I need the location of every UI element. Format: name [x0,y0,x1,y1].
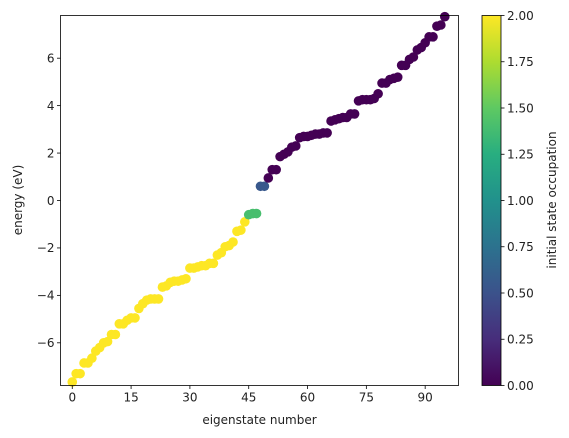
colorbar-tick-label: 1.25 [507,148,534,162]
y-tick-label: −6 [37,336,55,350]
data-point [87,353,97,364]
data-point [428,32,438,42]
colorbar-tick-label: 0.50 [507,286,534,300]
y-tick-label: 2 [47,146,55,160]
colorbar-tick-label: 0.75 [507,240,534,254]
x-axis-ticks: 0 15 30 45 60 75 90 [68,385,433,405]
x-tick-label: 45 [241,391,256,405]
data-point [259,181,270,192]
data-point [102,336,113,347]
data-point [290,141,301,151]
colorbar-tick-label: 0.25 [507,333,534,347]
colorbar-tick-label: 1.00 [507,194,534,208]
data-point [208,258,219,269]
data-point [271,164,281,175]
data-point [373,88,383,99]
y-tick-label: −2 [37,241,55,255]
data-point [240,217,250,227]
data-point [392,72,403,82]
data-point [408,52,419,62]
data-point [228,237,238,247]
x-tick-label: 75 [359,391,374,405]
x-tick-label: 60 [300,391,315,405]
x-axis-label: eigenstate number [202,413,316,427]
data-point [67,377,78,387]
data-point [436,20,446,30]
data-point [130,313,140,323]
x-tick-label: 15 [123,391,138,405]
data-point [110,329,121,340]
colorbar-tick-label: 1.75 [507,55,534,69]
data-point [236,225,246,235]
colorbar-tick-label: 0.00 [507,379,534,393]
colorbar-tick-label: 1.50 [507,101,534,115]
y-tick-label: −4 [37,289,55,303]
colorbar [481,15,502,386]
colorbar-label: initial state occupation [545,131,559,268]
colorbar-tick-label: 2.00 [507,9,534,23]
scatter-points [67,11,450,387]
y-axis-label: energy (eV) [11,165,25,236]
y-axis-ticks: −6 −4 −2 0 2 4 6 [37,51,61,350]
y-tick-label: 0 [47,194,55,208]
data-point [263,173,274,183]
data-point [349,109,360,119]
x-tick-label: 90 [418,391,433,405]
data-point [153,294,164,304]
colorbar-ticks: 0.00 0.25 0.50 0.75 1.00 1.25 1.50 1.75 2.00 [501,9,534,393]
data-point [251,208,262,219]
y-tick-label: 4 [47,99,55,113]
data-point [181,273,191,284]
data-point [75,368,85,379]
data-point [322,128,332,138]
y-tick-label: 6 [47,51,55,65]
data-point [439,11,450,22]
x-tick-label: 30 [182,391,197,405]
plot-frame [60,15,459,386]
x-tick-label: 0 [68,391,76,405]
